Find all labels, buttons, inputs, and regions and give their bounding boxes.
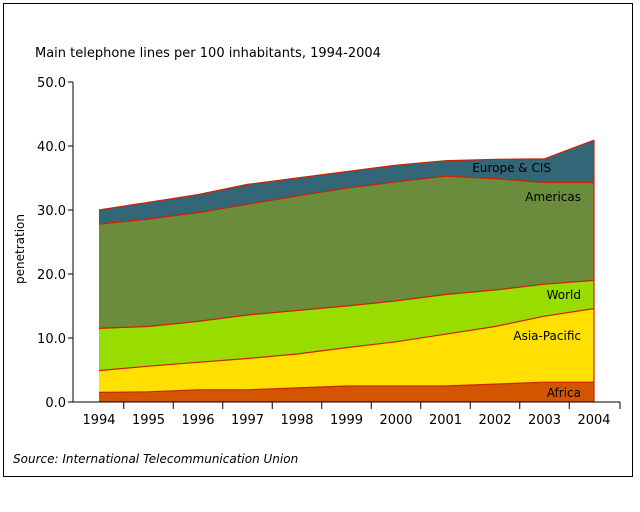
series-label-europe-cis: Europe & CIS: [472, 161, 551, 175]
area-africa: [99, 382, 594, 402]
x-tick-label: 2004: [577, 413, 610, 428]
y-tick-label: 10.0: [37, 332, 66, 347]
x-tick-label: 1995: [132, 413, 165, 428]
y-tick-label: 0.0: [45, 396, 66, 411]
x-tick-label: 2003: [528, 413, 561, 428]
area-asia-pacific: [99, 308, 594, 393]
stacked-area-chart: Main telephone lines per 100 inhabitants…: [13, 46, 621, 466]
line-africa: [98, 381, 594, 393]
line-europe-cis: [98, 139, 595, 211]
y-tick-label: 40.0: [37, 140, 66, 155]
line-americas: [98, 175, 594, 225]
x-tick-label: 1998: [280, 413, 313, 428]
chart-frame: Main telephone lines per 100 inhabitants…: [3, 3, 633, 477]
series-areas: [98, 139, 595, 402]
area-europe-cis: [99, 140, 594, 225]
series-label-world: World: [547, 288, 581, 302]
x-tick-label: 1999: [330, 413, 363, 428]
source-note: Source: International Telecommunication …: [13, 452, 298, 466]
x-tick-label: 1994: [82, 413, 115, 428]
y-tick-label: 30.0: [37, 204, 66, 219]
area-world: [99, 280, 594, 371]
x-tick-label: 2001: [429, 413, 462, 428]
axes: 0.0 10.0 20.0 30.0 40.0 50.0 1994 1995 1996 1997 1…: [37, 76, 621, 428]
y-tick-label: 50.0: [37, 76, 66, 91]
series-labels: Africa Asia-Pacific World Americas Europe & …: [472, 161, 581, 400]
line-world: [98, 279, 595, 329]
line-asia-pacific: [98, 308, 595, 372]
y-axis-label: penetration: [13, 214, 27, 284]
series-label-americas: Americas: [525, 190, 581, 204]
area-americas: [99, 176, 594, 329]
series-label-asia-pacific: Asia-Pacific: [513, 329, 581, 343]
y-tick-label: 20.0: [37, 268, 66, 283]
x-tick-label: 2000: [379, 413, 412, 428]
x-tick-label: 2002: [478, 413, 511, 428]
series-label-africa: Africa: [547, 386, 581, 400]
x-tick-label: 1997: [231, 413, 264, 428]
chart-title: Main telephone lines per 100 inhabitants…: [35, 46, 381, 61]
x-tick-label: 1996: [181, 413, 214, 428]
